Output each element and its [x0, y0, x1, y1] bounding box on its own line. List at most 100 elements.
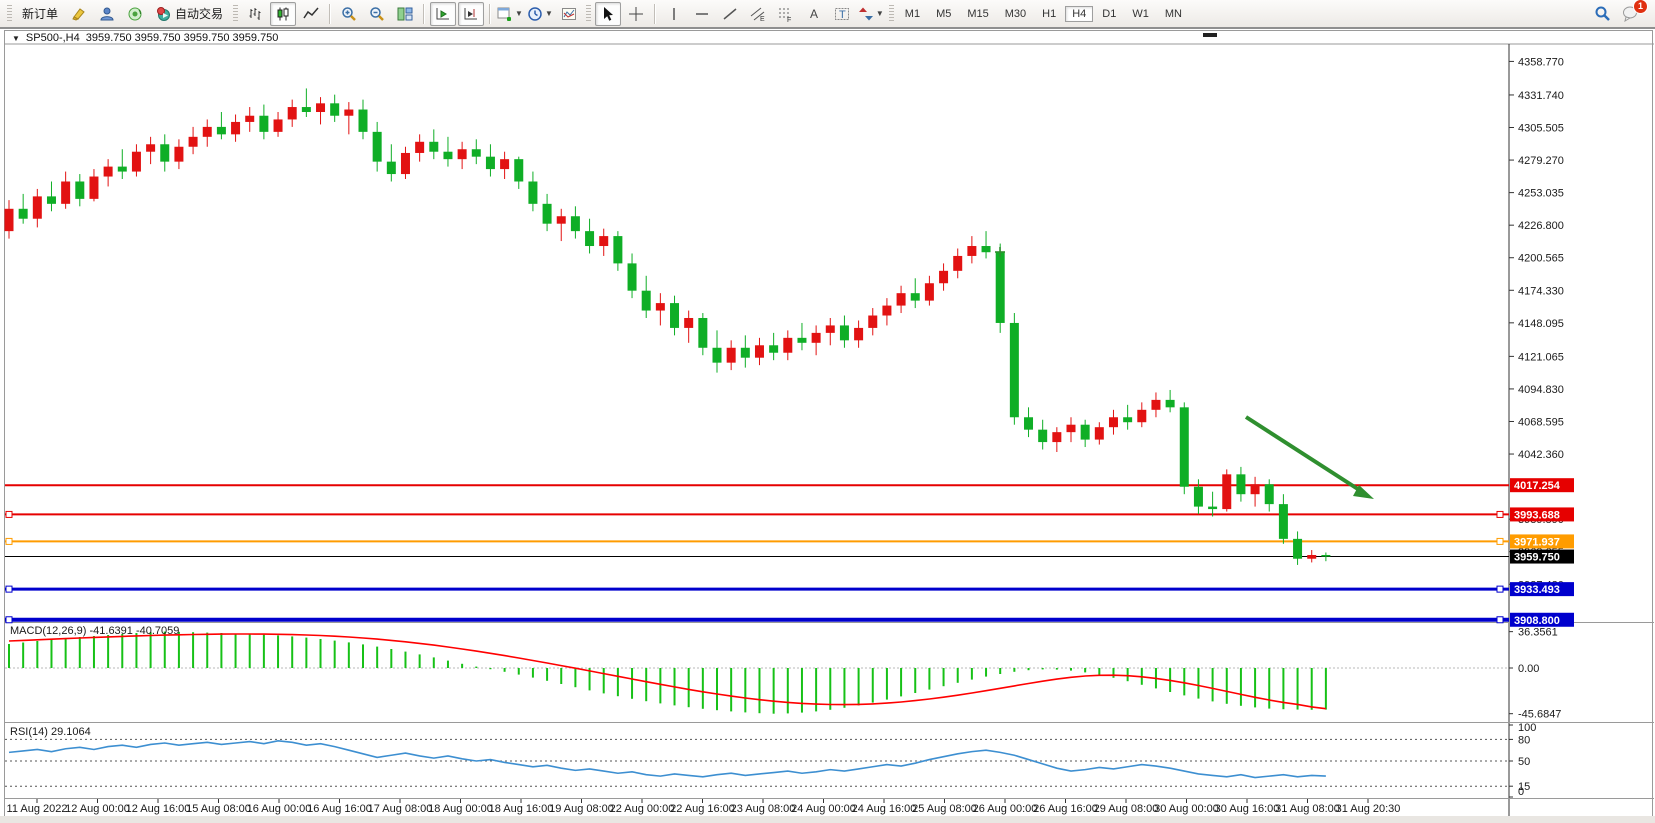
- zoom-out-button[interactable]: [364, 2, 390, 26]
- time-tick-label: 31 Aug 08:00: [1275, 803, 1340, 815]
- periods-button[interactable]: ▼: [526, 2, 554, 26]
- crosshair-tool-button[interactable]: [623, 2, 649, 26]
- time-tick-label: 16 Aug 16:00: [307, 803, 372, 815]
- toolbar-grip[interactable]: [233, 4, 239, 23]
- search-button[interactable]: [1589, 2, 1615, 26]
- price-line-badge-label: 4017.254: [1514, 480, 1561, 492]
- profile-button[interactable]: [94, 2, 120, 26]
- timeframe-button-M1[interactable]: M1: [904, 7, 921, 20]
- candle-body: [570, 216, 580, 232]
- tile-windows-button[interactable]: [392, 2, 418, 26]
- text-tool-button[interactable]: A: [801, 2, 827, 26]
- price-line-handle[interactable]: [1496, 537, 1504, 545]
- timeframe-button-MN[interactable]: MN: [1164, 7, 1182, 20]
- equidistant-channel-tool-button[interactable]: E: [745, 2, 771, 26]
- arrows-tool-button[interactable]: ▼: [857, 2, 885, 26]
- price-tick-label: 4042.360: [1518, 449, 1564, 461]
- price-line-handle[interactable]: [5, 537, 13, 545]
- line-chart-mode-button[interactable]: [298, 2, 324, 26]
- timeframe-button-H4[interactable]: H4: [1065, 5, 1094, 22]
- toolbar-grip[interactable]: [585, 4, 591, 23]
- trend-arrow-line[interactable]: [1244, 415, 1366, 495]
- candle-body: [655, 303, 665, 311]
- time-tick-label: 17 Aug 08:00: [368, 803, 433, 815]
- trend-arrow-head[interactable]: [1353, 485, 1374, 499]
- timeframe-button-M30[interactable]: M30: [1004, 7, 1027, 20]
- candle-body: [259, 115, 269, 132]
- chart-shift-button[interactable]: [458, 1, 485, 26]
- rsi-indicator-label: RSI(14) 29.1064: [10, 726, 91, 738]
- svg-text:E: E: [760, 16, 765, 22]
- timeframe-button-M15[interactable]: M15: [967, 7, 989, 20]
- tile-windows-icon: [397, 7, 413, 20]
- zoom-in-button[interactable]: [336, 2, 362, 26]
- timeframe-button-H1[interactable]: H1: [1042, 7, 1057, 20]
- candle-body: [1123, 417, 1133, 423]
- horizontal-line-icon: [695, 12, 708, 15]
- cursor-icon: [603, 6, 613, 21]
- candle-body: [89, 176, 99, 199]
- chart-title-bar[interactable]: ▼ SP500-,H4 3959.750 3959.750 3959.750 3…: [12, 32, 278, 44]
- candle-body: [372, 131, 382, 162]
- timeframe-button-W1[interactable]: W1: [1132, 7, 1149, 20]
- price-line-handle[interactable]: [5, 510, 13, 518]
- fibonacci-tool-button[interactable]: F: [773, 2, 799, 26]
- chart-shift-icon: [464, 7, 478, 19]
- time-tick-label: 29 Aug 08:00: [1094, 803, 1159, 815]
- price-tick-label: 4305.505: [1518, 123, 1564, 135]
- candle-body: [641, 290, 651, 311]
- toolbar-grip[interactable]: [888, 4, 894, 23]
- candle-body: [429, 141, 439, 152]
- candle-body: [769, 345, 779, 353]
- cursor-tool-button[interactable]: [594, 1, 621, 26]
- candle-body: [854, 327, 864, 341]
- timeframe-button-D1[interactable]: D1: [1102, 7, 1117, 20]
- time-tick-label: 11 Aug 2022: [7, 803, 68, 815]
- time-tick-label: 22 Aug 16:00: [670, 803, 735, 815]
- text-label-tool-button[interactable]: T: [829, 2, 855, 26]
- candle-body: [896, 293, 906, 306]
- rsi-scale-label: 50: [1518, 756, 1530, 768]
- price-line-handle[interactable]: [1496, 616, 1504, 624]
- templates-button[interactable]: [556, 2, 582, 26]
- new-order-button[interactable]: 新订单: [16, 2, 64, 26]
- svg-text:F: F: [787, 17, 791, 22]
- timeframe-button-M5[interactable]: M5: [936, 7, 952, 20]
- price-line-handle[interactable]: [5, 585, 13, 593]
- candle-body: [4, 208, 14, 232]
- window-controls[interactable]: [1203, 33, 1217, 37]
- candle-body: [75, 181, 85, 199]
- candlestick-mode-button[interactable]: [270, 1, 297, 26]
- price-line-handle[interactable]: [1496, 510, 1504, 518]
- rsi-scale-label: 0: [1518, 786, 1524, 798]
- collapse-icon[interactable]: ▼: [12, 33, 20, 43]
- rsi-value: 29.1064: [50, 726, 91, 738]
- rsi-scale-label: 100: [1518, 722, 1536, 734]
- candle-body: [18, 208, 28, 219]
- price-line-badge-label: 3971.937: [1514, 536, 1560, 548]
- signal-button[interactable]: [122, 2, 148, 26]
- price-line-handle[interactable]: [1496, 585, 1504, 593]
- chat-button[interactable]: 1: [1617, 0, 1648, 26]
- new-chart-button[interactable]: ▼: [496, 2, 524, 26]
- line-chart-icon: [303, 7, 319, 18]
- auto-trading-button[interactable]: 自动交易: [150, 2, 229, 26]
- vertical-line-tool-button[interactable]: [661, 2, 687, 26]
- candle-body: [160, 144, 170, 162]
- candle-body: [825, 325, 835, 333]
- candle-body: [995, 252, 1005, 323]
- candle-body: [726, 347, 736, 363]
- trendline-tool-button[interactable]: [717, 2, 743, 26]
- bar-chart-mode-button[interactable]: [242, 2, 268, 26]
- toolbar-grip[interactable]: [7, 4, 12, 23]
- candle-body: [1278, 504, 1288, 539]
- price-line-handle[interactable]: [5, 616, 13, 624]
- horizontal-line-tool-button[interactable]: [689, 2, 715, 26]
- auto-scroll-button[interactable]: [430, 1, 457, 26]
- time-tick-label: 26 Aug 16:00: [1033, 803, 1098, 815]
- candle-body: [684, 317, 694, 328]
- eraser-button[interactable]: [66, 2, 92, 26]
- price-tick-label: 4358.770: [1518, 56, 1564, 68]
- time-tick-label: 30 Aug 16:00: [1215, 803, 1280, 815]
